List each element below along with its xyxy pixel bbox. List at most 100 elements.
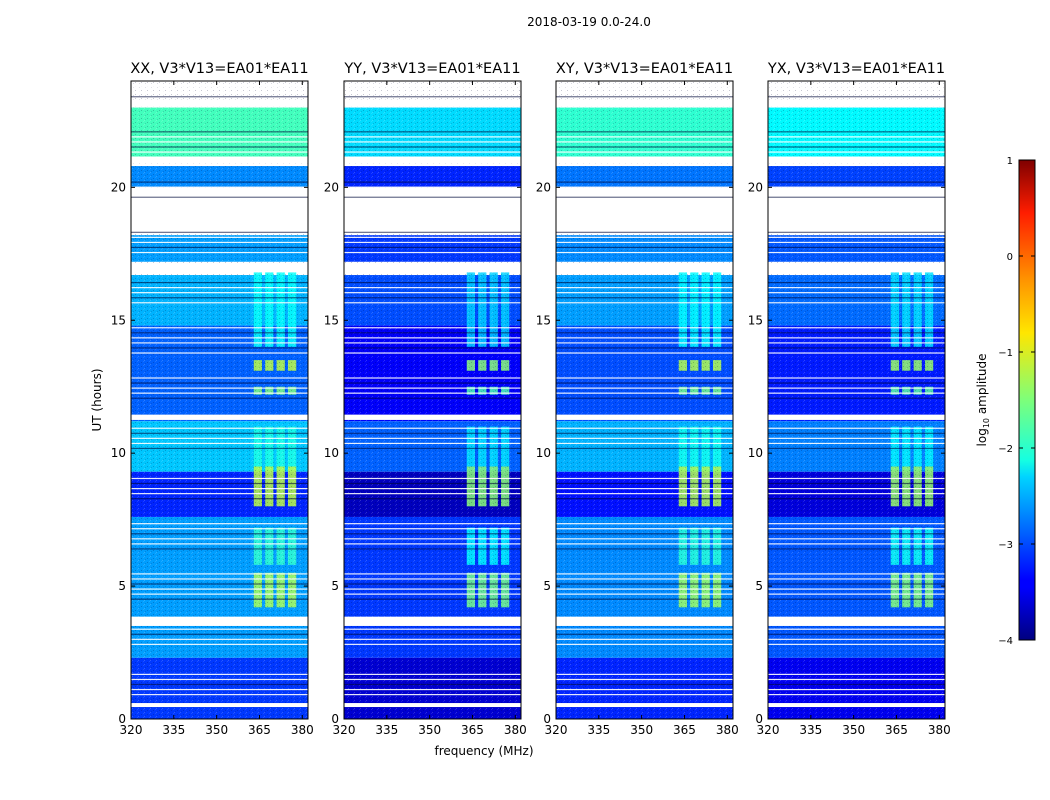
y-tick-label: 20 bbox=[111, 180, 126, 194]
flag-line bbox=[344, 427, 521, 429]
flag-line bbox=[556, 141, 733, 143]
flag-line bbox=[556, 432, 733, 434]
flag-line bbox=[131, 543, 308, 545]
flag-line bbox=[131, 151, 308, 153]
flag-line bbox=[768, 332, 945, 334]
y-tick-label: 5 bbox=[331, 579, 339, 593]
flag-line bbox=[131, 382, 308, 384]
flag-line bbox=[131, 392, 308, 394]
flag-line bbox=[344, 236, 521, 238]
flag-line bbox=[344, 101, 521, 103]
flag-line bbox=[344, 528, 521, 530]
flag-line bbox=[768, 533, 945, 535]
flag-line bbox=[556, 191, 733, 193]
flag-line bbox=[768, 427, 945, 429]
flagged-band bbox=[344, 616, 521, 625]
flag-line bbox=[556, 347, 733, 349]
y-tick-label: 5 bbox=[118, 579, 126, 593]
flagged-band bbox=[344, 99, 521, 107]
flag-line bbox=[768, 181, 945, 183]
flagged-band bbox=[131, 263, 308, 273]
flag-line bbox=[768, 482, 945, 485]
flag-line bbox=[131, 96, 308, 98]
flagged-band bbox=[131, 414, 308, 420]
flag-line bbox=[131, 141, 308, 143]
flag-line bbox=[131, 236, 308, 238]
flag-line bbox=[556, 302, 733, 304]
x-tick-label: 380 bbox=[504, 723, 527, 737]
flag-line bbox=[131, 533, 308, 535]
flag-line bbox=[131, 638, 308, 640]
flag-line bbox=[131, 342, 308, 344]
flag-line bbox=[344, 487, 521, 490]
flag-line bbox=[768, 281, 945, 284]
flag-line bbox=[556, 146, 733, 148]
flag-line bbox=[131, 251, 308, 254]
flag-line bbox=[556, 482, 733, 485]
flag-line bbox=[344, 352, 521, 354]
flag-line bbox=[344, 106, 521, 108]
y-tick-label: 10 bbox=[324, 446, 339, 460]
flag-line bbox=[344, 181, 521, 183]
flag-line bbox=[768, 437, 945, 439]
flag-line bbox=[344, 397, 521, 399]
flag-line bbox=[344, 533, 521, 535]
flag-line bbox=[344, 377, 521, 379]
flag-line bbox=[556, 573, 733, 575]
flag-line bbox=[131, 332, 308, 334]
flag-line bbox=[131, 86, 308, 88]
flag-line bbox=[131, 101, 308, 103]
panel-frame bbox=[343, 80, 522, 720]
flag-line bbox=[768, 146, 945, 148]
flag-line bbox=[556, 352, 733, 354]
flag-line bbox=[131, 397, 308, 399]
flag-line bbox=[768, 231, 945, 233]
flag-line bbox=[556, 628, 733, 630]
panel-plot-area bbox=[768, 81, 945, 719]
flag-line bbox=[344, 573, 521, 575]
flagged-band bbox=[556, 414, 733, 420]
flag-line bbox=[768, 573, 945, 575]
flag-line bbox=[344, 643, 521, 645]
flag-line bbox=[556, 181, 733, 183]
flag-line bbox=[131, 548, 308, 550]
flag-line bbox=[556, 442, 733, 444]
flag-line bbox=[556, 678, 733, 681]
flag-line bbox=[344, 382, 521, 384]
flag-line bbox=[768, 377, 945, 379]
flag-line bbox=[344, 196, 521, 198]
flag-line bbox=[344, 498, 521, 500]
flag-line bbox=[131, 387, 308, 389]
flagged-band bbox=[768, 99, 945, 107]
flag-line bbox=[768, 347, 945, 349]
flag-line bbox=[131, 201, 308, 203]
flag-line bbox=[131, 523, 308, 525]
x-tick-label: 335 bbox=[375, 723, 398, 737]
flag-line bbox=[768, 91, 945, 93]
flag-line bbox=[344, 477, 521, 480]
flag-line bbox=[768, 136, 945, 138]
x-tick-label: 365 bbox=[885, 723, 908, 737]
flag-line bbox=[768, 694, 945, 696]
flag-line bbox=[344, 493, 521, 495]
flag-line bbox=[344, 297, 521, 299]
panel-title: XY, V3*V13=EA01*EA11 bbox=[556, 61, 733, 77]
flag-line bbox=[768, 352, 945, 354]
panel-title: YY, V3*V13=EA01*EA11 bbox=[343, 61, 520, 77]
flag-line bbox=[131, 633, 308, 635]
colorbar-ticks: 1 0 −1 −2 −3 −4 bbox=[998, 156, 1035, 647]
x-tick-label: 350 bbox=[630, 723, 653, 737]
flag-line bbox=[556, 186, 733, 188]
flag-line bbox=[556, 377, 733, 379]
flag-line bbox=[768, 131, 945, 133]
figure-title: 2018-03-19 0.0-24.0 bbox=[527, 15, 651, 29]
flag-line bbox=[556, 683, 733, 686]
flag-line bbox=[131, 352, 308, 354]
flagged-band bbox=[768, 414, 945, 420]
panel-frame bbox=[130, 80, 309, 720]
flag-line bbox=[768, 201, 945, 203]
flag-line bbox=[131, 477, 308, 480]
flag-line bbox=[131, 292, 308, 294]
panels: 320 335 350 365 380 0 5 10 15 20 XX, V3*V13=EA01*E… bbox=[111, 61, 951, 737]
